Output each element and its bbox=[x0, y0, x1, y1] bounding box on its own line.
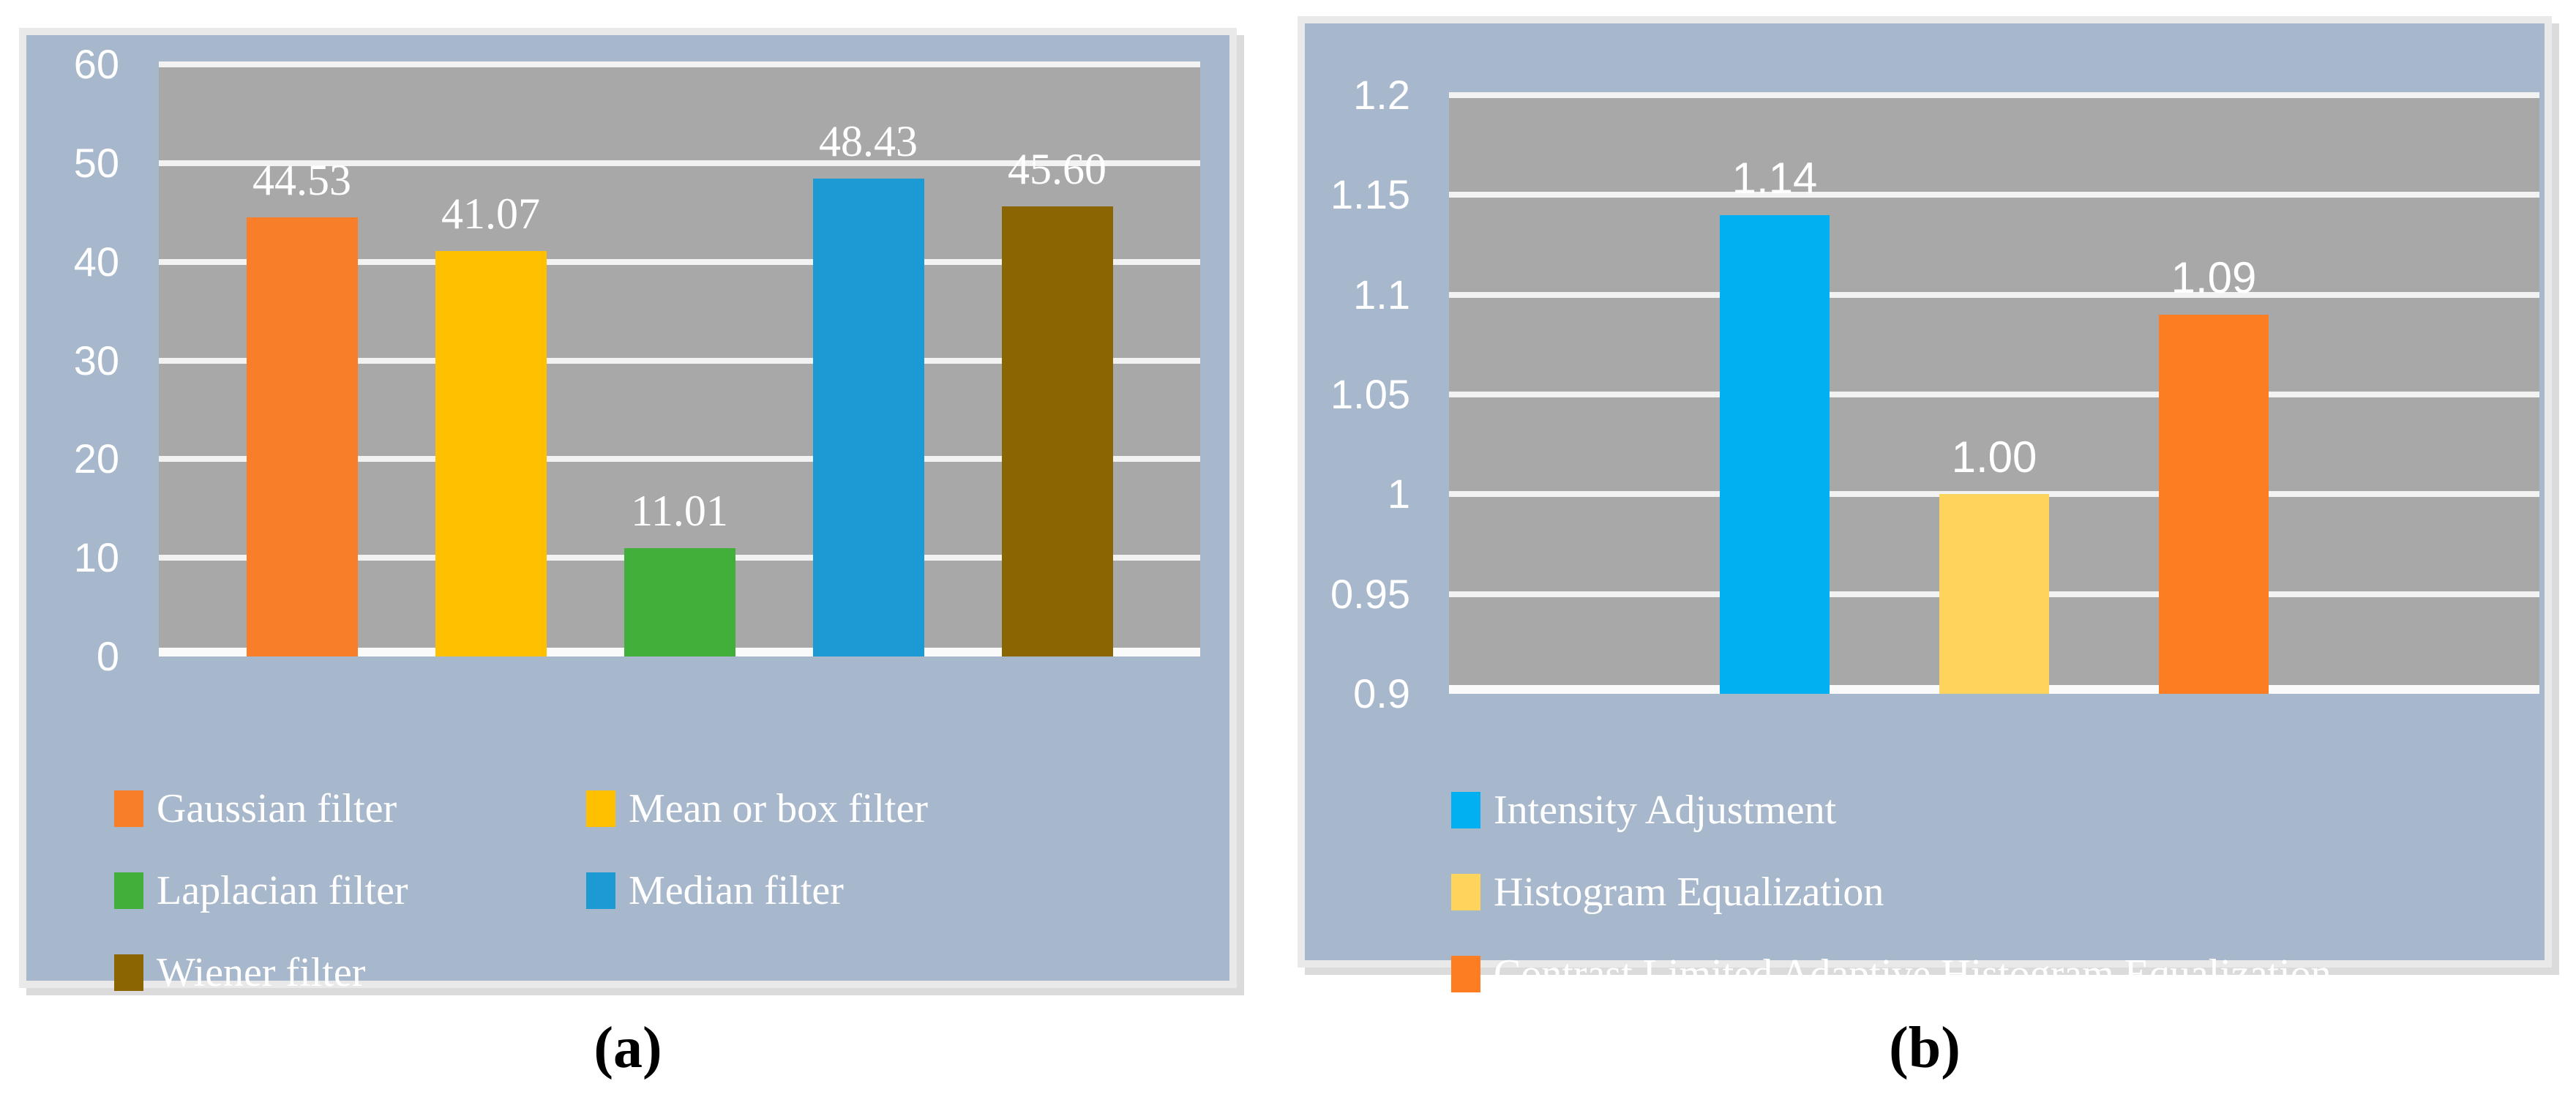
gridline bbox=[159, 456, 1200, 463]
bar-value-label: 1.00 bbox=[1951, 433, 2037, 482]
legend-label: Histogram Equalization bbox=[1494, 869, 1884, 915]
bar-median-filter bbox=[812, 179, 924, 656]
gridline bbox=[1449, 92, 2539, 98]
y-tick-label: 0 bbox=[96, 633, 119, 679]
plot-area: 1.14 1.00 1.09 bbox=[1449, 92, 2539, 694]
legend-label: Wiener filter bbox=[157, 950, 366, 995]
gridline bbox=[159, 160, 1200, 166]
legend: Gaussian filter Mean or box filter Laplaci… bbox=[114, 785, 928, 996]
bar-wiener-filter bbox=[1001, 206, 1113, 656]
y-tick-label: 50 bbox=[73, 139, 119, 186]
caption-a: (a) bbox=[594, 1016, 662, 1080]
y-tick-label: 1.1 bbox=[1353, 271, 1410, 318]
legend-swatch-icon bbox=[114, 954, 143, 991]
legend: Intensity Adjustment Histogram Equalizati… bbox=[1451, 787, 2332, 998]
y-tick-label: 60 bbox=[73, 41, 119, 87]
legend-swatch-icon bbox=[586, 872, 615, 909]
gridline bbox=[159, 61, 1200, 67]
y-tick-label: 40 bbox=[73, 238, 119, 285]
bar-gaussian-filter bbox=[246, 217, 358, 656]
y-tick-label: 10 bbox=[73, 534, 119, 581]
gridline bbox=[1449, 392, 2539, 397]
gridline bbox=[1449, 291, 2539, 298]
legend-item: Histogram Equalization bbox=[1451, 869, 2332, 916]
bar-value-label: 1.14 bbox=[1731, 153, 1818, 203]
legend-item: Mean or box filter bbox=[586, 785, 928, 832]
legend-swatch-icon bbox=[114, 872, 143, 909]
bar-contrast-limited-adaptive-histogram-equalization bbox=[2159, 314, 2269, 694]
legend-item: Laplacian filter bbox=[114, 867, 586, 914]
y-axis-ticks: 1.2 1.15 1.1 1.05 1 0.95 0.9 bbox=[1305, 72, 1431, 717]
bar-histogram-equalization bbox=[1939, 494, 2049, 694]
gridline bbox=[1449, 491, 2539, 498]
y-axis-ticks: 60 50 40 30 20 10 0 bbox=[26, 41, 140, 679]
gridline bbox=[159, 357, 1200, 364]
legend-item: Wiener filter bbox=[114, 949, 586, 996]
legend-swatch-icon bbox=[586, 790, 615, 827]
legend-label: Mean or box filter bbox=[629, 786, 928, 831]
bar-value-label: 44.53 bbox=[252, 155, 351, 204]
y-tick-label: 1 bbox=[1387, 471, 1410, 517]
bar-intensity-adjustment bbox=[1720, 214, 1830, 694]
y-tick-label: 1.15 bbox=[1330, 171, 1410, 218]
legend-label: Laplacian filter bbox=[157, 868, 408, 913]
legend-label: Gaussian filter bbox=[157, 786, 397, 831]
legend-swatch-icon bbox=[1451, 874, 1480, 910]
y-tick-label: 30 bbox=[73, 337, 119, 383]
bar-value-label: 11.01 bbox=[631, 486, 728, 535]
bar-value-label: 41.07 bbox=[441, 190, 540, 239]
bar-laplacian-filter bbox=[624, 547, 735, 656]
chart-b-panel: 1.14 1.00 1.09 1.2 1.15 1.1 1.05 1 0.95 0.9 Inte… bbox=[1298, 16, 2552, 997]
y-tick-label: 20 bbox=[73, 435, 119, 482]
chart-a-panel: 44.53 41.07 11.01 48.43 45.60 60 50 40 30 20 10 0 … bbox=[19, 28, 1237, 995]
bar-value-label: 45.60 bbox=[1008, 145, 1107, 194]
y-tick-label: 1.2 bbox=[1353, 72, 1410, 118]
legend-item: Contrast Limited Adaptive Histogram Equa… bbox=[1451, 951, 2332, 998]
legend-label: Contrast Limited Adaptive Histogram Equa… bbox=[1494, 951, 2332, 997]
legend-label: Intensity Adjustment bbox=[1494, 787, 1837, 833]
caption-b: (b) bbox=[1889, 1016, 1961, 1080]
y-tick-label: 0.9 bbox=[1353, 670, 1410, 717]
gridline bbox=[159, 258, 1200, 265]
plot-area: 44.53 41.07 11.01 48.43 45.60 bbox=[159, 61, 1200, 656]
legend-item: Gaussian filter bbox=[114, 785, 586, 832]
legend-item: Median filter bbox=[586, 867, 928, 914]
legend-swatch-icon bbox=[1451, 956, 1480, 992]
legend-label: Median filter bbox=[629, 868, 844, 913]
legend-item: Intensity Adjustment bbox=[1451, 787, 2332, 834]
legend-swatch-icon bbox=[1451, 792, 1480, 828]
bar-value-label: 1.09 bbox=[2171, 252, 2257, 302]
y-tick-label: 1.05 bbox=[1330, 371, 1410, 417]
bar-value-label: 48.43 bbox=[819, 117, 918, 166]
legend-swatch-icon bbox=[114, 790, 143, 827]
bar-mean-or-box-filter bbox=[435, 251, 547, 656]
y-tick-label: 0.95 bbox=[1330, 570, 1410, 617]
gridline bbox=[1449, 192, 2539, 198]
